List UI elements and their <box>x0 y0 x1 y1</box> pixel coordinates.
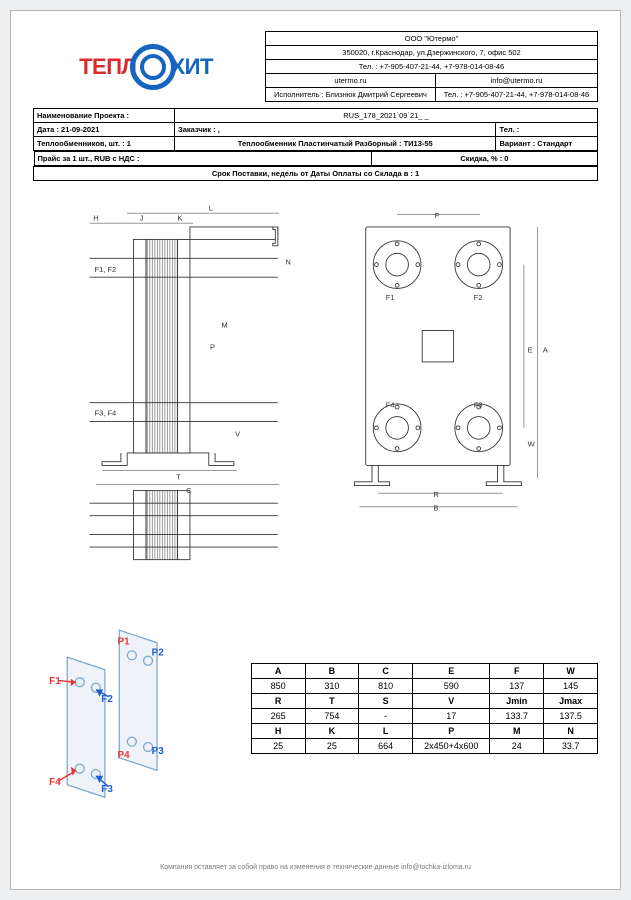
proj-variant: Вариант : Стандарт <box>496 137 598 151</box>
hdr-K: K <box>305 724 359 739</box>
proj-cust: Заказчик : , <box>175 123 496 137</box>
dim-F3F4: F3, F4 <box>95 408 117 417</box>
logo-right: ХИТ <box>170 54 212 80</box>
val-T: 754 <box>305 709 359 724</box>
proj-date: Дата : 21-09-2021 <box>34 123 175 137</box>
val-N: 33.7 <box>544 739 598 754</box>
dimension-table: A B C E F W 850 310 810 590 137 145 R T … <box>251 663 598 754</box>
val-Jmax: 137.5 <box>544 709 598 724</box>
dim-K: K <box>177 214 182 223</box>
spec-sheet: ТЕПЛ ХИТ ООО "Ютермо" 350020, г.Краснода… <box>10 10 621 890</box>
proj-discount: Скидка, % : 0 <box>372 152 597 166</box>
sk-F1: F1 <box>49 676 61 687</box>
val-B: 310 <box>305 679 359 694</box>
val-R: 265 <box>251 709 305 724</box>
dim-W: W <box>528 440 536 449</box>
val-W: 145 <box>544 679 598 694</box>
project-info: Наименование Проекта : RUS_178_2021`09`2… <box>33 108 598 181</box>
lbl-F3: F3 <box>474 401 483 410</box>
hdr-M: M <box>490 724 544 739</box>
company-tel: Тел. : +7-905-407-21-44, +7-978-014-08-4… <box>266 60 598 74</box>
hdr-Jmin: Jmin <box>490 694 544 709</box>
port-sketch: P1 P2 P3 P4 F1 F2 F3 F4 <box>33 614 231 803</box>
dim-B: B <box>434 504 439 513</box>
dim-R: R <box>434 490 440 499</box>
dim-L: L <box>209 204 213 213</box>
dim-V: V <box>235 430 240 439</box>
val-L: 664 <box>359 739 413 754</box>
dim-F: F <box>435 211 440 220</box>
lbl-F4: F4 <box>386 401 395 410</box>
val-S: - <box>359 709 413 724</box>
company-site: utermo.ru <box>266 74 436 88</box>
hdr-C: C <box>359 664 413 679</box>
sk-P4: P4 <box>117 750 130 761</box>
val-Jmin: 133.7 <box>490 709 544 724</box>
dim-P: P <box>210 342 215 351</box>
val-C: 810 <box>359 679 413 694</box>
proj-count: Теплообменников, шт. : 1 <box>34 137 175 151</box>
drawing-svg: H J K L F1, F2 F3, F4 P M N V T C <box>33 183 598 673</box>
hdr-T: T <box>305 694 359 709</box>
val-V: 17 <box>413 709 490 724</box>
val-P: 2x450+4x600 <box>413 739 490 754</box>
proj-tel: Тел. : <box>496 123 598 137</box>
hdr-E: E <box>413 664 490 679</box>
dim-A: A <box>543 345 548 354</box>
lbl-F2: F2 <box>474 293 483 302</box>
dim-T: T <box>176 472 181 481</box>
val-M: 24 <box>490 739 544 754</box>
company-block: ООО "Ютермо" 350020, г.Краснодар, ул.Дзе… <box>265 31 598 102</box>
sk-P3: P3 <box>152 747 165 758</box>
val-H: 25 <box>251 739 305 754</box>
sk-F4: F4 <box>49 777 61 788</box>
logo-ring-icon <box>130 44 176 90</box>
dim-F1F2: F1, F2 <box>95 265 117 274</box>
hdr-F: F <box>490 664 544 679</box>
dim-N: N <box>285 258 290 267</box>
company-addr: 350020, г.Краснодар, ул.Дзержинского, 7,… <box>266 46 598 60</box>
hdr-W: W <box>544 664 598 679</box>
logo-left: ТЕПЛ <box>79 54 136 80</box>
hdr-V: V <box>413 694 490 709</box>
company-exec: Исполнитель : Близнюк Дмитрий Сергеевич <box>266 88 436 102</box>
hdr-A: A <box>251 664 305 679</box>
hdr-N: N <box>544 724 598 739</box>
dim-C: C <box>186 486 192 495</box>
hdr-S: S <box>359 694 413 709</box>
val-K: 25 <box>305 739 359 754</box>
company-exec-tel: Тел. : +7-905-407-21-44, +7-978-014-08-4… <box>435 88 597 102</box>
proj-name-val: RUS_178_2021`09`21_ _ <box>175 109 598 123</box>
dim-H: H <box>93 214 98 223</box>
sk-P2: P2 <box>152 648 165 659</box>
hdr-L: L <box>359 724 413 739</box>
val-F: 137 <box>490 679 544 694</box>
hdr-Jmax: Jmax <box>544 694 598 709</box>
header: ТЕПЛ ХИТ ООО "Ютермо" 350020, г.Краснода… <box>33 31 598 102</box>
val-E: 590 <box>413 679 490 694</box>
proj-price: Прайс за 1 шт., RUB с НДС : <box>34 152 372 166</box>
dim-J: J <box>140 214 144 223</box>
proj-name-lbl: Наименование Проекта : <box>34 109 175 123</box>
lbl-F1: F1 <box>386 293 395 302</box>
hdr-P: P <box>413 724 490 739</box>
proj-model: Теплообменник Пластинчатый Разборный : Т… <box>175 137 496 151</box>
hdr-H: H <box>251 724 305 739</box>
sk-P1: P1 <box>117 637 130 648</box>
company-email: info@utermo.ru <box>435 74 597 88</box>
proj-delivery: Срок Поставки, недель от Даты Оплаты со … <box>34 167 598 181</box>
hdr-R: R <box>251 694 305 709</box>
footer: Компания оставляет за собой право на изм… <box>11 864 620 871</box>
dim-E: E <box>528 345 533 354</box>
dim-M: M <box>221 320 227 329</box>
val-A: 850 <box>251 679 305 694</box>
logo: ТЕПЛ ХИТ <box>33 31 259 102</box>
technical-drawing: H J K L F1, F2 F3, F4 P M N V T C <box>33 183 598 674</box>
sketch-svg: P1 P2 P3 P4 F1 F2 F3 F4 <box>33 614 231 803</box>
company-name: ООО "Ютермо" <box>266 32 598 46</box>
hdr-B: B <box>305 664 359 679</box>
